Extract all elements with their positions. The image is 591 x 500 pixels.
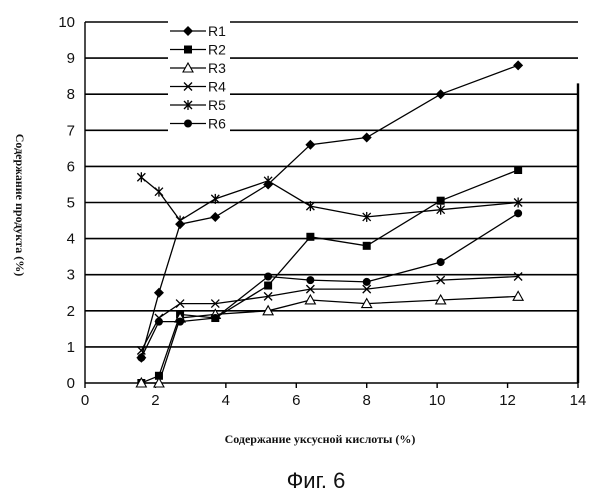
data-point-r3 xyxy=(513,291,523,300)
x-tick-label: 2 xyxy=(151,392,159,409)
data-point-r2 xyxy=(306,233,314,241)
axes: 01234567891002468101214 xyxy=(58,14,586,409)
legend-label: R2 xyxy=(208,42,226,58)
y-tick-label: 4 xyxy=(67,231,75,248)
data-point-r5 xyxy=(137,172,145,182)
y-tick-label: 7 xyxy=(67,122,75,139)
legend-label: R5 xyxy=(208,97,226,113)
y-tick-label: 9 xyxy=(67,50,75,67)
data-point-r3 xyxy=(305,295,315,304)
x-tick-label: 8 xyxy=(363,392,371,409)
y-tick-label: 6 xyxy=(67,158,75,175)
y-tick-label: 8 xyxy=(67,86,75,103)
x-tick-label: 0 xyxy=(81,392,89,409)
series-r6 xyxy=(137,209,522,361)
legend-marker-r2 xyxy=(184,46,192,54)
series-line-r6 xyxy=(141,213,518,357)
data-point-r2 xyxy=(437,197,445,205)
y-tick-label: 3 xyxy=(67,267,75,284)
y-tick-label: 1 xyxy=(67,339,75,356)
data-point-r6 xyxy=(514,209,522,217)
data-point-r1 xyxy=(362,133,372,143)
series-line-r3 xyxy=(141,296,518,383)
series-r5 xyxy=(137,172,522,225)
data-point-r5 xyxy=(264,176,272,186)
legend: R1 R2 R3 R4 R5 R6 xyxy=(168,20,230,135)
data-point-r6 xyxy=(137,354,145,362)
data-point-r6 xyxy=(155,318,163,326)
y-tick-label: 5 xyxy=(67,195,75,212)
data-point-r5 xyxy=(211,194,219,204)
data-point-r6 xyxy=(306,276,314,284)
y-tick-label: 0 xyxy=(67,375,75,392)
data-point-r2 xyxy=(264,282,272,290)
x-tick-label: 6 xyxy=(292,392,300,409)
x-tick-label: 10 xyxy=(429,392,446,409)
x-axis-title: Содержание уксусной кислоты (%) xyxy=(225,432,416,446)
series-r4 xyxy=(137,273,522,355)
x-tick-label: 12 xyxy=(499,392,516,409)
legend-label: R4 xyxy=(208,79,226,95)
series-line-r5 xyxy=(141,177,518,220)
data-point-r1 xyxy=(210,212,220,222)
data-point-r6 xyxy=(264,273,272,281)
x-tick-label: 14 xyxy=(570,392,587,409)
figure-caption: Фиг. 6 xyxy=(287,468,346,493)
data-point-r6 xyxy=(437,258,445,266)
legend-label: R1 xyxy=(208,23,226,39)
data-point-r2 xyxy=(514,166,522,174)
data-point-r5 xyxy=(155,187,163,197)
x-tick-label: 4 xyxy=(222,392,230,409)
data-point-r6 xyxy=(363,278,371,286)
data-point-r1 xyxy=(513,60,523,70)
data-point-r6 xyxy=(176,318,184,326)
data-point-r5 xyxy=(176,216,184,226)
series-r3 xyxy=(136,291,523,387)
y-tick-label: 2 xyxy=(67,303,75,320)
legend-label: R3 xyxy=(208,60,226,76)
legend-label: R6 xyxy=(208,116,226,132)
legend-marker-r6 xyxy=(184,120,192,128)
series-r2 xyxy=(137,166,522,387)
data-point-r6 xyxy=(211,314,219,322)
y-tick-label: 10 xyxy=(58,14,75,31)
data-point-r1 xyxy=(154,288,164,298)
y-axis-title: Содержание продукта (%) xyxy=(13,134,27,277)
data-point-r2 xyxy=(363,242,371,250)
series-line-r4 xyxy=(141,277,518,351)
data-point-r1 xyxy=(436,89,446,99)
